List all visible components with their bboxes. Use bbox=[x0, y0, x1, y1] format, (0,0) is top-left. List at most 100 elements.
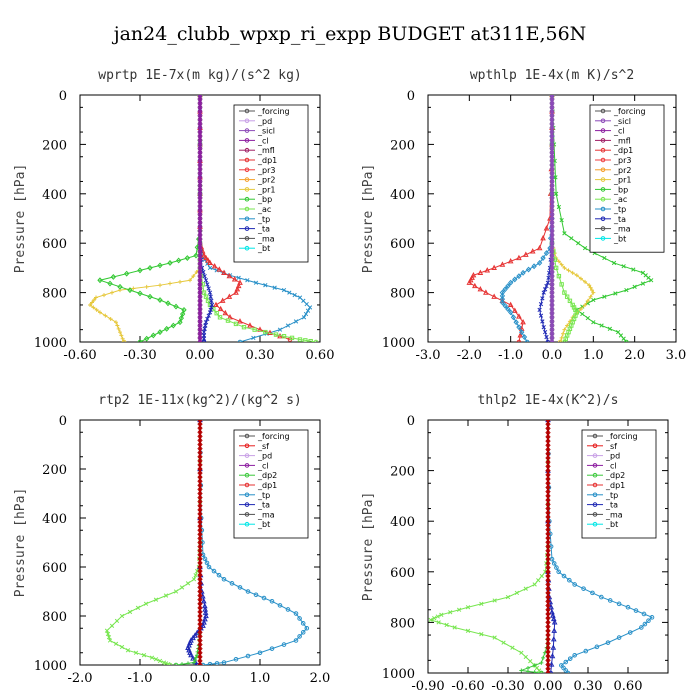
series-point bbox=[472, 282, 478, 289]
series-point bbox=[572, 582, 577, 587]
series-point bbox=[197, 662, 203, 665]
series-point bbox=[197, 175, 203, 180]
series-point bbox=[465, 628, 471, 633]
series-point bbox=[540, 319, 545, 324]
legend-label: _cl bbox=[257, 461, 269, 470]
series-point bbox=[197, 302, 203, 308]
series-point bbox=[585, 315, 590, 321]
series-point bbox=[237, 339, 243, 342]
legend-marker bbox=[592, 453, 598, 458]
series-point bbox=[483, 289, 489, 295]
series-point bbox=[197, 212, 203, 217]
series-point bbox=[114, 618, 120, 624]
series-point bbox=[576, 241, 581, 246]
legend-marker bbox=[600, 118, 606, 124]
series-point bbox=[205, 282, 210, 287]
series-point bbox=[285, 323, 291, 328]
series-point bbox=[235, 282, 242, 289]
series-point bbox=[205, 316, 210, 322]
series-point bbox=[549, 310, 555, 316]
series-point bbox=[197, 253, 203, 258]
series-line-pr1 bbox=[89, 95, 201, 342]
series-point bbox=[516, 254, 522, 261]
series-point bbox=[107, 280, 113, 287]
series-point bbox=[197, 158, 203, 164]
series-point bbox=[550, 635, 557, 642]
legend-label: _bp bbox=[613, 185, 628, 194]
series-point bbox=[428, 617, 433, 623]
series-point bbox=[197, 265, 203, 271]
series-point bbox=[289, 335, 295, 341]
series-point bbox=[549, 146, 555, 151]
series-point bbox=[631, 267, 636, 272]
series-point bbox=[301, 298, 306, 303]
legend-box bbox=[233, 104, 309, 263]
series-point bbox=[589, 288, 594, 293]
legend-label: _bt bbox=[257, 244, 270, 253]
x-tick-label: 0.60 bbox=[306, 348, 335, 363]
series-point bbox=[444, 622, 449, 628]
series-point bbox=[559, 262, 564, 267]
series-point bbox=[539, 670, 544, 673]
series-point bbox=[173, 589, 179, 594]
x-tick-label: -1.0 bbox=[127, 671, 152, 686]
series-point bbox=[119, 333, 124, 338]
series-point bbox=[261, 595, 267, 601]
series-point bbox=[529, 248, 536, 254]
series-point bbox=[97, 277, 103, 284]
series-point bbox=[505, 283, 511, 289]
legend-label: _pr1 bbox=[257, 185, 275, 194]
series-line-dp2 bbox=[521, 420, 549, 673]
series-point bbox=[102, 293, 106, 298]
series-point bbox=[197, 121, 203, 127]
series-point bbox=[499, 292, 506, 299]
series-point bbox=[197, 105, 203, 110]
series-point bbox=[566, 268, 571, 273]
series-point bbox=[624, 339, 629, 342]
series-point bbox=[219, 297, 226, 303]
x-tick-label: -1.0 bbox=[498, 348, 523, 363]
legend-label: _pd bbox=[605, 452, 620, 461]
series-point bbox=[565, 670, 571, 673]
series-point bbox=[206, 313, 211, 318]
series-point bbox=[532, 582, 537, 587]
series-point bbox=[273, 332, 279, 337]
series-point bbox=[304, 625, 310, 631]
series-point bbox=[197, 236, 203, 242]
legend-marker bbox=[244, 167, 250, 173]
series-point bbox=[514, 590, 520, 596]
legend-label: _mfl bbox=[257, 146, 275, 155]
series-point bbox=[549, 129, 555, 135]
series-point bbox=[633, 608, 639, 613]
series-point bbox=[190, 634, 196, 641]
series-point bbox=[109, 623, 115, 628]
series-point bbox=[549, 137, 555, 143]
series-point bbox=[201, 290, 207, 295]
series-point bbox=[549, 96, 555, 102]
series-point bbox=[613, 291, 618, 296]
series-point bbox=[253, 280, 259, 285]
series-point bbox=[175, 257, 182, 264]
series-point bbox=[180, 662, 184, 665]
series-point bbox=[163, 593, 169, 598]
legend-label: _dp1 bbox=[257, 481, 277, 490]
series-point bbox=[197, 273, 203, 279]
series-point bbox=[549, 175, 555, 180]
legend-label: _ta bbox=[605, 501, 618, 510]
series-point bbox=[108, 316, 113, 321]
legend-marker bbox=[244, 157, 250, 163]
series-point bbox=[197, 228, 203, 234]
series-point bbox=[540, 255, 546, 261]
series-point bbox=[537, 307, 542, 313]
series-point bbox=[578, 276, 583, 281]
y-tick-label: 1000 bbox=[382, 336, 415, 351]
series-point bbox=[113, 641, 119, 646]
series-point bbox=[561, 665, 566, 671]
series-point bbox=[567, 577, 572, 583]
series-point bbox=[197, 195, 203, 201]
series-point bbox=[549, 257, 555, 262]
series-point bbox=[197, 179, 203, 184]
series-point bbox=[94, 307, 99, 312]
legend-marker bbox=[244, 187, 250, 192]
series-point bbox=[167, 260, 173, 266]
